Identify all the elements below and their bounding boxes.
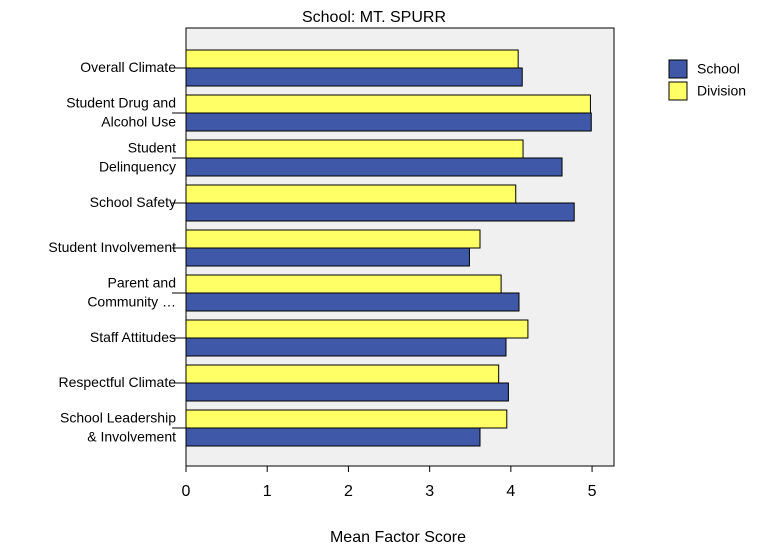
bar <box>185 319 529 339</box>
x-axis-label: Mean Factor Score <box>330 529 466 546</box>
x-tick-label: 5 <box>588 483 597 500</box>
y-tick-label: Staff Attitudes <box>90 329 176 345</box>
legend-swatch <box>668 81 688 101</box>
chart-title: School: MT. SPURR <box>302 9 446 26</box>
bar <box>185 139 524 159</box>
bar <box>185 202 575 222</box>
bar <box>185 427 481 447</box>
bar <box>185 364 500 384</box>
y-tick-label: Respectful Climate <box>59 374 177 390</box>
y-tick-label: Parent and Community … <box>87 274 176 309</box>
bar <box>185 382 509 402</box>
y-tick-label: Student Delinquency <box>99 139 176 174</box>
bar <box>185 184 517 204</box>
bar <box>185 337 507 357</box>
x-tick-label: 4 <box>506 483 515 500</box>
bar <box>185 49 519 69</box>
legend-swatch <box>668 59 688 79</box>
x-tick-label: 1 <box>263 483 272 500</box>
bar <box>185 157 563 177</box>
y-tick-label: Student Drug and Alcohol Use <box>66 94 176 129</box>
y-tick-label: Student Involvement <box>48 239 176 255</box>
bar <box>185 112 592 132</box>
bar <box>185 409 508 429</box>
y-tick-label: School Safety <box>90 194 176 210</box>
legend-label: School <box>697 61 740 77</box>
y-tick-label: Overall Climate <box>80 59 176 75</box>
bar <box>185 67 523 87</box>
legend-label: Division <box>697 83 746 99</box>
y-tick-label: School Leadership & Involvement <box>60 409 176 444</box>
bar <box>185 274 502 294</box>
x-tick-label: 0 <box>182 483 191 500</box>
bar <box>185 94 591 114</box>
bar <box>185 292 520 312</box>
bar <box>185 229 481 249</box>
bar <box>185 247 470 267</box>
x-tick-label: 3 <box>425 483 434 500</box>
x-tick-label: 2 <box>344 483 353 500</box>
